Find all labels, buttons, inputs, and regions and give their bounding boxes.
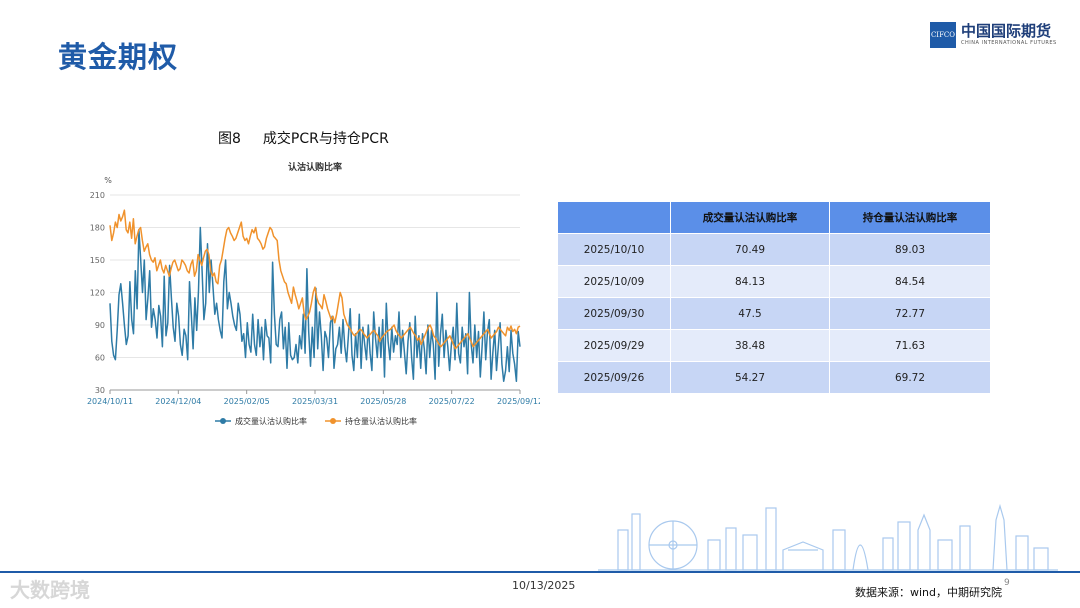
- figure-number: 图8: [218, 131, 241, 147]
- company-logo: CIFCO 中国国际期货 CHINA INTERNATIONAL FUTURES: [930, 22, 1057, 48]
- table-header-date: [557, 201, 671, 234]
- x-tick-label: 2025/02/05: [224, 397, 270, 406]
- pcr-line-chart: 认沽认购比率% 30 60 90 120 150 180 210 2024/10/11 2024/…: [87, 161, 540, 426]
- chart-title: 认沽认购比率: [288, 161, 342, 173]
- table-cell: 84.13: [670, 265, 830, 298]
- table-cell: 2025/09/30: [557, 297, 671, 330]
- x-tick-label: 2025/07/22: [429, 397, 475, 406]
- city-skyline-decoration: [598, 503, 1058, 571]
- page-number: 9: [1004, 578, 1010, 588]
- y-tick-label: 60: [95, 354, 105, 363]
- x-tick-label: 2025/03/31: [292, 397, 338, 406]
- data-source: 数据来源：wind，中期研究院: [855, 586, 1003, 599]
- y-tick-label: 210: [90, 191, 105, 200]
- table-header-row: 成交量认沽认购比率 持仓量认沽认购比率: [557, 201, 991, 234]
- table-cell: 2025/09/29: [557, 329, 671, 362]
- legend-marker: [330, 418, 336, 424]
- table-cell: 84.54: [829, 265, 991, 298]
- x-tick-label: 2024/12/04: [155, 397, 201, 406]
- table-cell: 2025/10/10: [557, 233, 671, 266]
- x-tick-label: 2024/10/11: [87, 397, 133, 406]
- table-cell: 71.63: [829, 329, 991, 362]
- footer-divider: [0, 571, 1080, 573]
- legend-marker: [220, 418, 226, 424]
- table-row: 2025/09/30 47.5 72.77: [557, 297, 991, 330]
- table-cell: 2025/10/09: [557, 265, 671, 298]
- x-tick-label: 2025/05/28: [360, 397, 406, 406]
- table-header-oi-pcr: 持仓量认沽认购比率: [829, 201, 991, 234]
- y-tick-label: 90: [95, 321, 105, 330]
- figure-caption: 图8 成交PCR与持仓PCR: [218, 128, 389, 148]
- table-cell: 54.27: [670, 361, 830, 394]
- y-tick-label: 180: [90, 224, 105, 233]
- table-header-volume-pcr: 成交量认沽认购比率: [670, 201, 830, 234]
- logo-badge: CIFCO: [930, 22, 956, 48]
- page-title: 黄金期权: [58, 40, 179, 74]
- table-cell: 72.77: [829, 297, 991, 330]
- series-line-volume: [109, 226, 521, 383]
- table-cell: 70.49: [670, 233, 830, 266]
- table-row: 2025/10/10 70.49 89.03: [557, 233, 991, 266]
- logo-name-en: CHINA INTERNATIONAL FUTURES: [961, 40, 1057, 46]
- table-cell: 69.72: [829, 361, 991, 394]
- table-cell: 89.03: [829, 233, 991, 266]
- legend-label: 持仓量认沽认购比率: [345, 416, 417, 426]
- legend-label: 成交量认沽认购比率: [235, 416, 307, 426]
- watermark: 大数跨境: [10, 578, 90, 602]
- table-cell: 47.5: [670, 297, 830, 330]
- y-tick-label: 120: [90, 289, 105, 298]
- footer-date: 10/13/2025: [512, 579, 576, 592]
- table-cell: 38.48: [670, 329, 830, 362]
- table-row: 2025/10/09 84.13 84.54: [557, 265, 991, 298]
- table-row: 2025/09/26 54.27 69.72: [557, 361, 991, 394]
- table-cell: 2025/09/26: [557, 361, 671, 394]
- y-tick-label: 30: [95, 386, 105, 395]
- y-tick-label: 150: [90, 256, 105, 265]
- table-row: 2025/09/29 38.48 71.63: [557, 329, 991, 362]
- y-axis-unit: %: [104, 176, 112, 185]
- figure-caption-text: 成交PCR与持仓PCR: [262, 131, 389, 147]
- logo-name-cn: 中国国际期货: [961, 22, 1052, 40]
- x-tick-label: 2025/09/12: [497, 397, 540, 406]
- series-line-open-interest: [109, 209, 521, 350]
- pcr-table: 成交量认沽认购比率 持仓量认沽认购比率 2025/10/10 70.49 89.…: [557, 201, 991, 394]
